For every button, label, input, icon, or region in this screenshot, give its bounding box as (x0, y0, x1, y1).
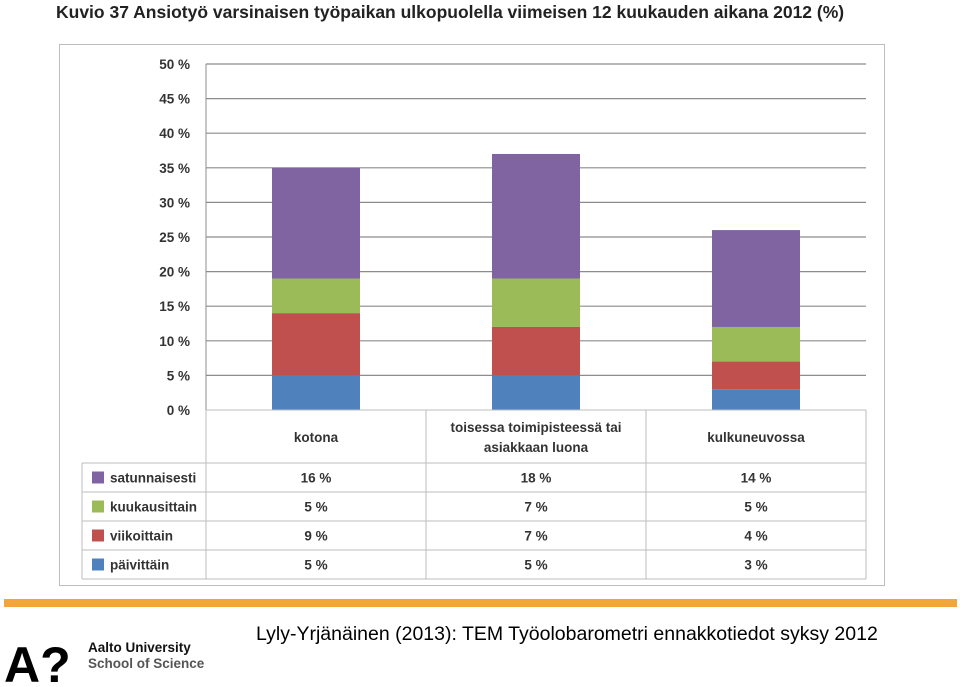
bar-segment (712, 326, 800, 362)
bar-segment (492, 153, 580, 279)
aalto-logo: A? (4, 640, 71, 684)
data-value-label: 5 % (524, 558, 547, 573)
y-tick-label: 30 % (159, 195, 190, 210)
bar-segment (712, 361, 800, 390)
data-value-label: 5 % (304, 558, 327, 573)
data-value-label: 14 % (741, 471, 772, 486)
bar-segment (712, 389, 800, 410)
data-value-label: 5 % (744, 500, 767, 515)
y-tick-label: 25 % (159, 230, 190, 245)
y-tick-label: 45 % (159, 92, 190, 107)
legend-label: päivittäin (110, 558, 169, 573)
legend-swatch (92, 529, 104, 542)
legend-label: satunnaisesti (110, 471, 196, 486)
data-value-label: 3 % (744, 558, 767, 573)
aalto-logo-mark: A? (4, 640, 71, 684)
data-value-label: 16 % (301, 471, 332, 486)
y-tick-label: 20 % (159, 265, 190, 280)
bar-segment (272, 375, 360, 410)
y-tick-label: 35 % (159, 161, 190, 176)
chart-title: Kuvio 37 Ansiotyö varsinaisen työpaikan … (56, 2, 845, 22)
chart-area: 0 % 5 % 10 % 15 % 20 % 25 % 30 % 35 % 40 % 45 % 50… (59, 44, 885, 586)
footer-accent-rule (4, 599, 957, 607)
legend-label: viikoittain (110, 529, 173, 544)
y-tick-label: 40 % (159, 126, 190, 141)
data-value-label: 7 % (524, 529, 547, 544)
school-name: School of Science (88, 656, 205, 671)
university-name: Aalto University (88, 640, 191, 655)
category-label: toisessa toimipisteessä tai (450, 420, 621, 435)
bar-segment (272, 313, 360, 376)
bar-segment (492, 326, 580, 376)
bar-segment (712, 230, 800, 327)
data-value-label: 5 % (304, 500, 327, 515)
source-citation: Lyly-Yrjänäinen (2013): TEM Työolobarome… (256, 623, 878, 645)
y-tick-label: 5 % (167, 368, 190, 383)
bar-segment (272, 167, 360, 279)
category-label: kotona (294, 430, 339, 445)
legend-swatch (92, 500, 104, 513)
bar-segment (492, 278, 580, 327)
data-value-label: 7 % (524, 500, 547, 515)
data-value-label: 9 % (304, 529, 327, 544)
data-value-label: 18 % (521, 471, 552, 486)
category-label: asiakkaan luona (484, 440, 589, 455)
y-tick-label: 10 % (159, 334, 190, 349)
bar-segment (492, 375, 580, 410)
legend-label: kuukausittain (110, 500, 197, 515)
legend-swatch (92, 558, 104, 571)
bar-segment (272, 278, 360, 314)
data-value-label: 4 % (744, 529, 767, 544)
y-tick-label: 15 % (159, 299, 190, 314)
y-tick-label: 0 % (167, 403, 190, 418)
category-label: kulkuneuvossa (707, 430, 805, 445)
y-tick-label: 50 % (159, 57, 190, 72)
stacked-bar-chart: 0 % 5 % 10 % 15 % 20 % 25 % 30 % 35 % 40 % 45 % 50… (81, 57, 867, 580)
legend-swatch (92, 471, 104, 484)
